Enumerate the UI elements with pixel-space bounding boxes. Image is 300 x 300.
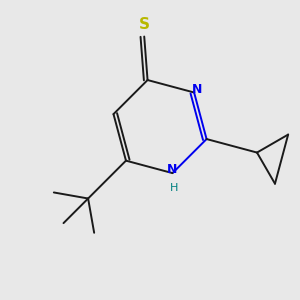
Text: N: N — [167, 163, 178, 176]
Text: S: S — [139, 17, 150, 32]
Text: N: N — [192, 83, 203, 96]
Text: H: H — [170, 183, 178, 193]
